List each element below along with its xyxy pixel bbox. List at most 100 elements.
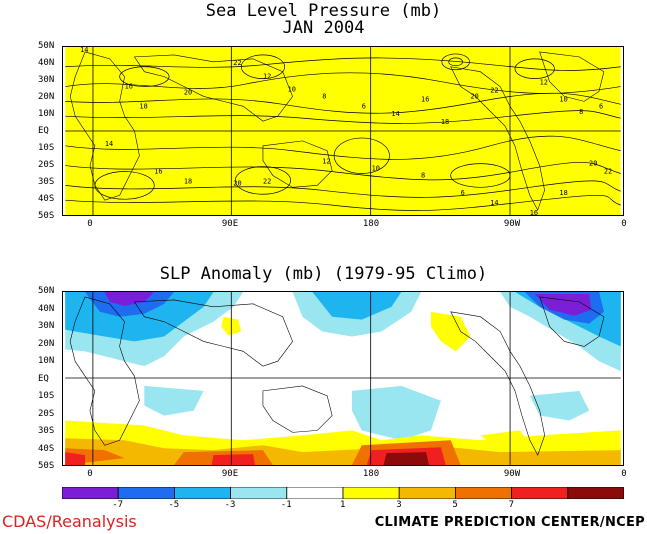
coastlines: [69, 51, 605, 211]
lat-label: 50S: [38, 211, 55, 221]
lat-label: 10N: [38, 356, 55, 366]
lat-label: 30N: [38, 321, 55, 331]
colorbar-swatch: [117, 487, 175, 499]
lat-label: 50N: [38, 41, 55, 51]
colorbar-label: -3: [224, 500, 236, 510]
colorbar-label: -5: [168, 500, 180, 510]
colorbar-label: 3: [396, 500, 402, 510]
anomaly-pos-eastpac: [430, 311, 471, 352]
lat-label: 40N: [38, 303, 55, 314]
anomaly-neg3-pacific: [312, 292, 402, 320]
slp-contours: [65, 53, 621, 211]
lon-label: 0: [621, 219, 627, 229]
contour-label: 18: [139, 102, 147, 110]
colorbar-label: 7: [508, 500, 515, 510]
credit-label: CLIMATE PREDICTION CENTER/NCEP: [374, 515, 645, 530]
contour-label: 10: [372, 165, 380, 173]
anomaly-pos9-pacific: [383, 452, 430, 465]
contour-label: 10: [559, 95, 567, 103]
lat-label: EQ: [38, 126, 49, 136]
colorbar-label: 5: [452, 500, 458, 510]
contour-label: 6: [599, 102, 603, 110]
contour-label: 18: [559, 189, 567, 197]
lat-label: 20N: [38, 92, 55, 102]
anomaly-neg1-south: [351, 385, 441, 441]
slp-map: 14 16 18 20 22 12 10 8 6 14 16 18 20 22 12 10 8 6 14 16 18 20…: [62, 46, 624, 216]
lat-label: 20S: [38, 408, 55, 419]
lat-label: 50N: [38, 286, 55, 296]
lon-label: 0: [87, 469, 93, 479]
lat-label: 10S: [38, 391, 55, 401]
contour-label: 6: [362, 102, 366, 110]
contour-label: 22: [604, 167, 612, 175]
contour-label: 18: [441, 118, 449, 126]
lon-label: 0: [621, 469, 627, 479]
contour-label: 20: [233, 179, 241, 187]
source-label: CDAS/Reanalysis: [2, 512, 137, 531]
lat-label: 10S: [38, 143, 55, 153]
contour-label: 14: [80, 46, 88, 54]
lon-label: 180: [362, 469, 380, 479]
lat-label: 30N: [38, 75, 55, 85]
lat-label: 40S: [38, 194, 55, 204]
anomaly-pos7-indian: [211, 454, 256, 465]
contour-label: 10: [288, 85, 296, 93]
colorbar-swatch: [454, 487, 512, 499]
bottom-title: SLP Anomaly (mb) (1979-95 Climo): [159, 264, 488, 284]
anomaly-neg7-atlantic: [534, 293, 592, 316]
contour-label: 20: [184, 88, 192, 96]
colorbar-swatch: [230, 487, 288, 499]
lon-label: 90E: [221, 219, 239, 229]
anomaly-neg1-indian: [144, 385, 204, 416]
contour-label: 20: [470, 92, 478, 100]
contour-label: 16: [421, 95, 429, 103]
lon-label: 0: [87, 219, 93, 229]
lon-label: 90E: [221, 469, 239, 479]
lat-label: 40S: [38, 443, 55, 454]
contour-label: 22: [490, 86, 498, 94]
lat-label: 20S: [38, 160, 55, 170]
contour-label: 20: [589, 160, 597, 168]
contour-label: 12: [540, 79, 548, 87]
contour-label: 14: [391, 110, 399, 118]
contour-label: 14: [490, 199, 498, 207]
contour-label: 12: [263, 73, 271, 81]
contour-label: 8: [579, 108, 583, 116]
colorbar: [62, 487, 624, 499]
colorbar-swatch: [398, 487, 456, 499]
lat-label: 40N: [38, 58, 55, 68]
lon-label: 90W: [503, 219, 521, 229]
lat-label: EQ: [38, 373, 49, 384]
contour-label: 18: [184, 177, 192, 185]
contour-label: 16: [530, 209, 538, 216]
contour-label: 22: [233, 59, 241, 67]
contour-label: 8: [322, 92, 326, 100]
lat-label: 30S: [38, 426, 55, 436]
lat-label: 30S: [38, 177, 55, 187]
colorbar-swatch: [342, 487, 400, 499]
colorbar-swatch: [567, 487, 624, 499]
anomaly-neg1-sa: [529, 390, 590, 421]
colorbar-label: -1: [280, 500, 292, 510]
colorbar-swatch: [286, 487, 344, 499]
contour-label: 16: [154, 167, 162, 175]
contour-label: 16: [125, 83, 133, 91]
contour-label: 14: [105, 140, 113, 148]
lat-label: 20N: [38, 338, 55, 349]
anomaly-pos7-sw: [65, 452, 85, 465]
anomaly-map: [62, 291, 624, 466]
lon-label: 90W: [503, 469, 521, 479]
colorbar-swatch: [511, 487, 569, 499]
contour-labels: 14 16 18 20 22 12 10 8 6 14 16 18 20 22 12 10 8 6 14 16 18 20…: [80, 46, 612, 216]
colorbar-label: 1: [340, 500, 346, 510]
lat-label: 10N: [38, 109, 55, 119]
lon-label: 180: [362, 219, 380, 229]
contour-label: 6: [461, 189, 465, 197]
lat-label: 50S: [38, 461, 55, 471]
anomaly-coastlines: [69, 296, 605, 456]
contour-label: 8: [421, 171, 425, 179]
colorbar-swatch: [62, 487, 119, 499]
top-title-line2: JAN 2004: [282, 18, 365, 38]
contour-label: 22: [263, 177, 271, 185]
grid-lines: [65, 47, 621, 215]
